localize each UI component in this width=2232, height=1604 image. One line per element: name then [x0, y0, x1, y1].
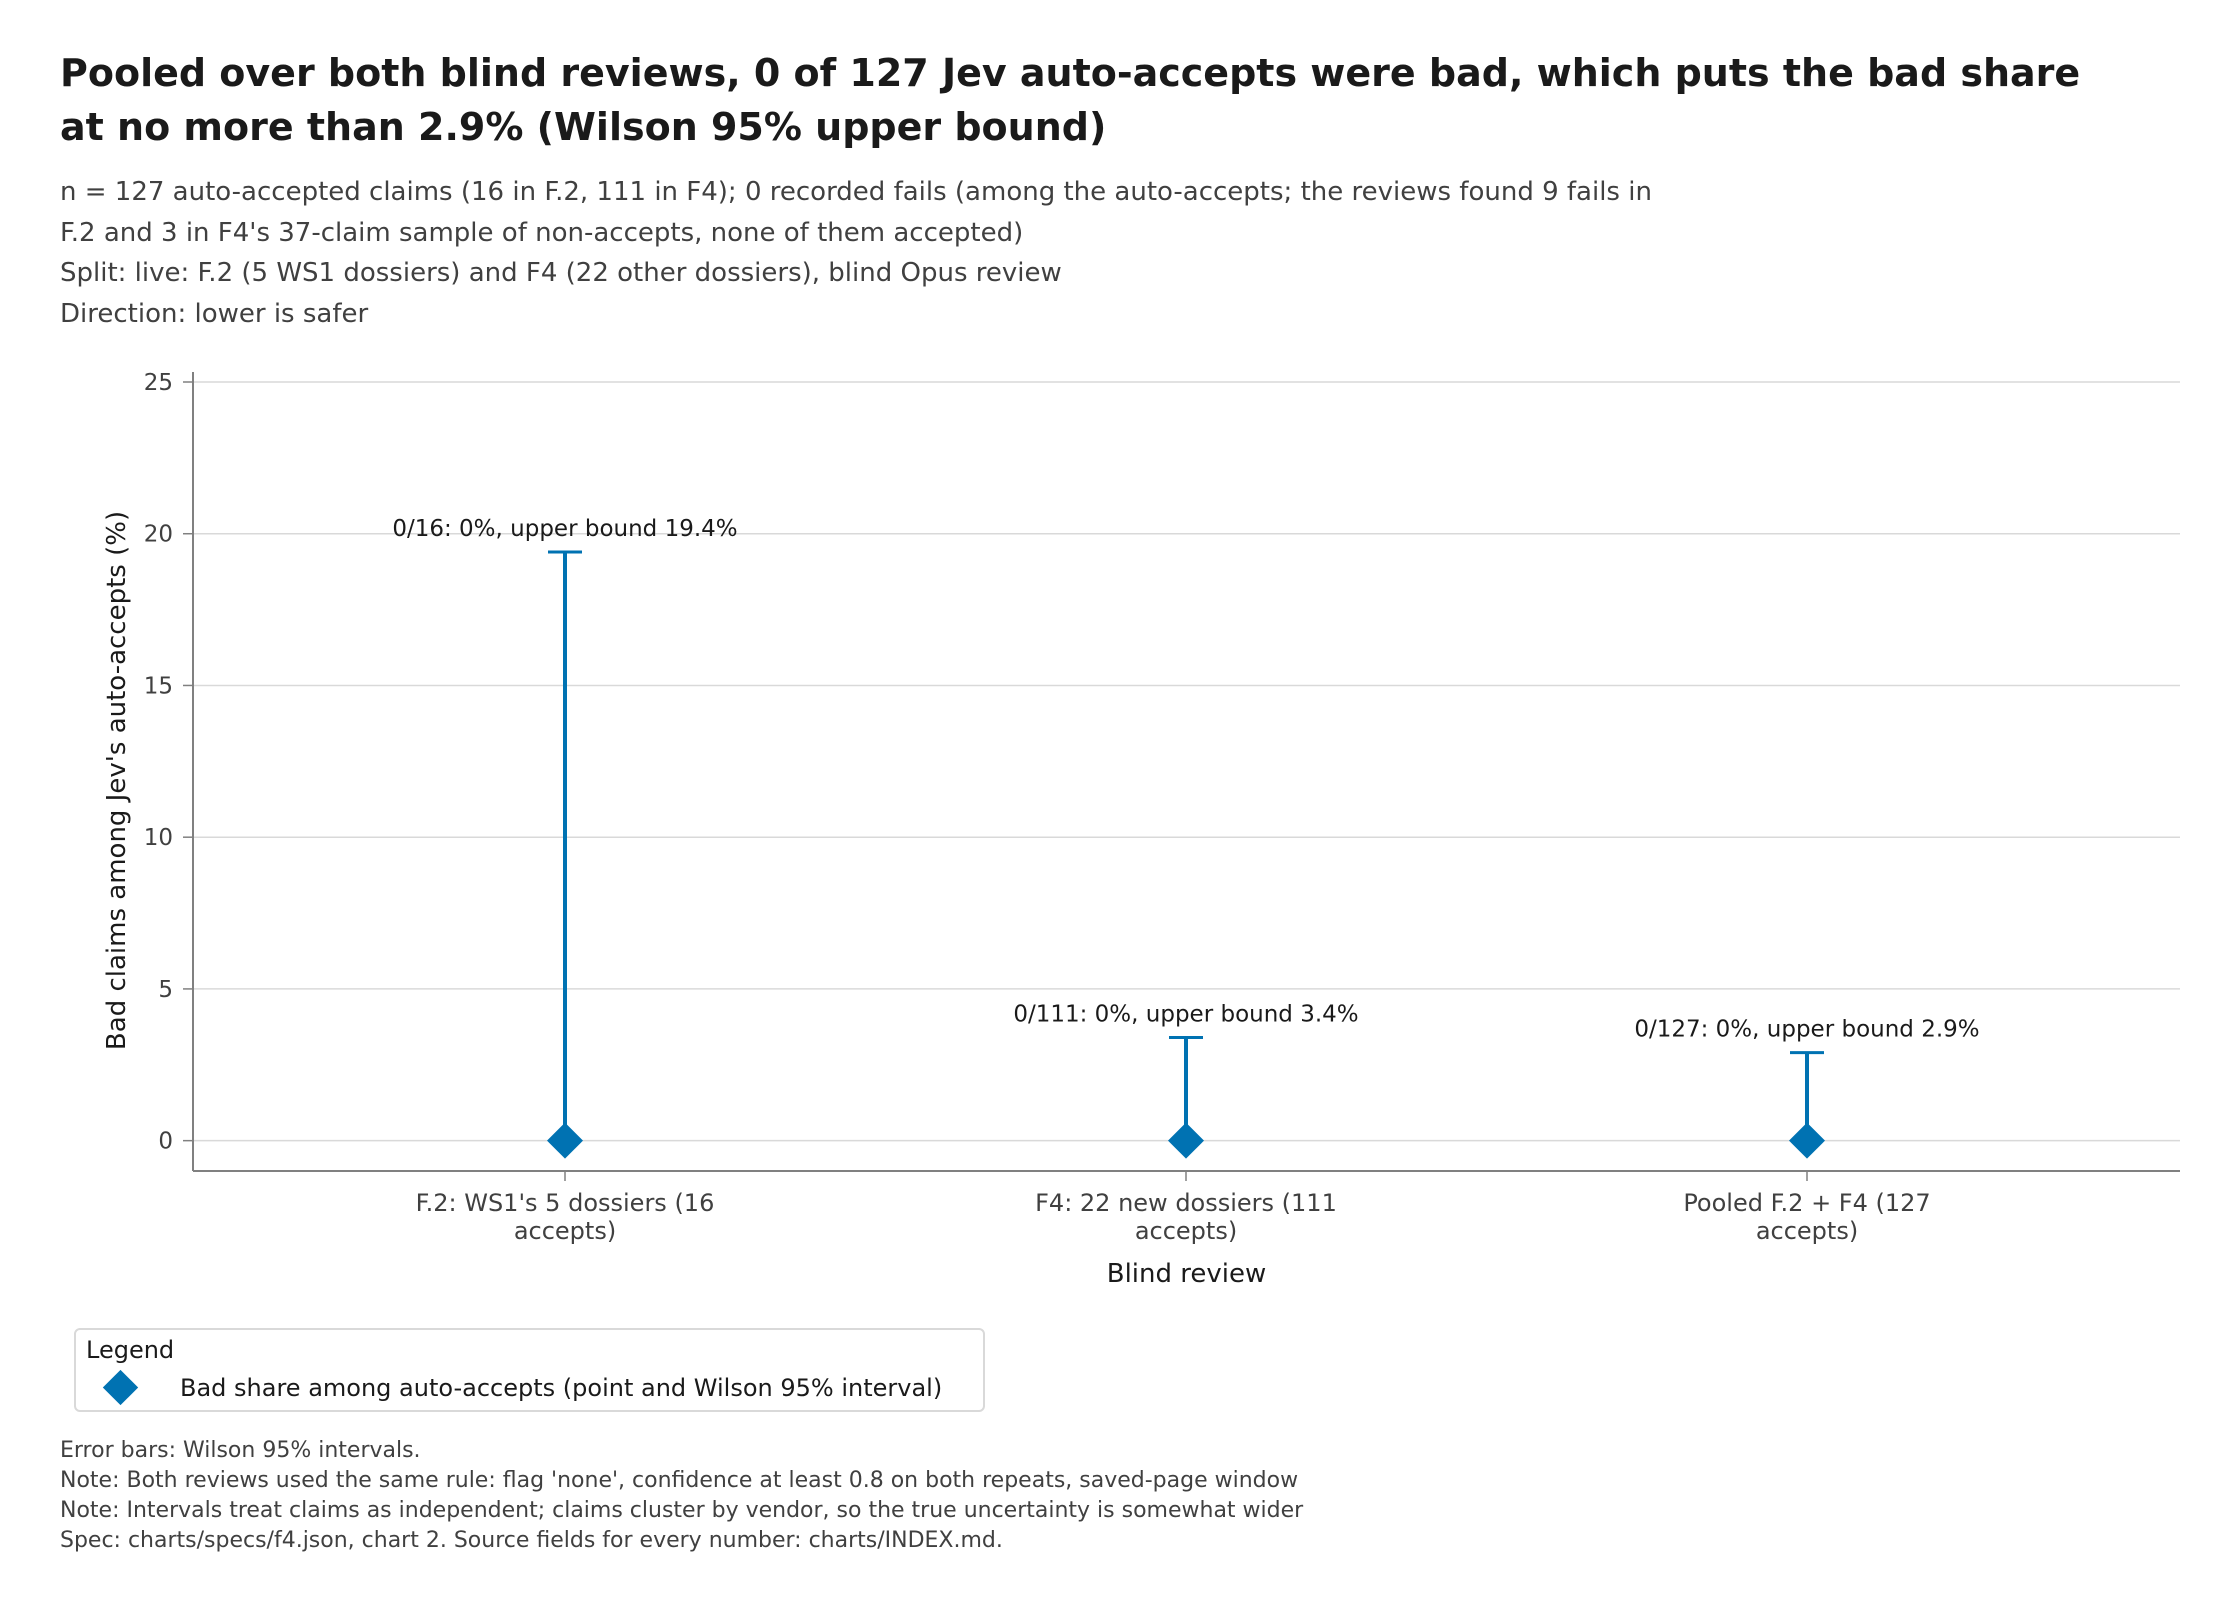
chart-subtitle: n = 127 auto-accepted claims (16 in F.2,… [60, 172, 2160, 334]
chart-title-line-2: at no more than 2.9% (Wilson 95% upper b… [60, 105, 1107, 149]
subtitle-line-4: Direction: lower is safer [60, 298, 369, 329]
subtitle-line-2: F.2 and 3 in F4's 37-claim sample of non… [60, 217, 1024, 248]
data-annotation: 0/111: 0%, upper bound 3.4% [1013, 1001, 1358, 1027]
y-tick-label: 25 [144, 370, 173, 396]
legend-title: Legend [86, 1336, 175, 1364]
legend-label: Bad share among auto-accepts (point and … [180, 1374, 943, 1402]
data-annotation: 0/127: 0%, upper bound 2.9% [1634, 1017, 1979, 1043]
y-tick-label: 10 [144, 825, 173, 851]
subtitle-line-1: n = 127 auto-accepted claims (16 in F.2,… [60, 177, 1652, 207]
y-axis-label: Bad claims among Jev's auto-accepts (%) [102, 511, 132, 1050]
footnote-line-2: Note: Both reviews used the same rule: f… [60, 1468, 1299, 1493]
x-tick-label: Pooled F.2 + F4 (127 [1683, 1189, 1930, 1217]
chart-title-line-1: Pooled over both blind reviews, 0 of 127… [60, 51, 2081, 95]
y-tick-label: 5 [158, 977, 173, 1003]
footnotes: Error bars: Wilson 95% intervals. Note: … [60, 1436, 1303, 1556]
x-tick-label: accepts) [1135, 1217, 1237, 1245]
x-tick-label: F.2: WS1's 5 dossiers (16 [416, 1189, 715, 1217]
footnote-line-1: Error bars: Wilson 95% intervals. [60, 1438, 421, 1463]
y-tick-label: 20 [144, 522, 173, 548]
x-tick-label: accepts) [514, 1217, 616, 1245]
footnote-line-3: Note: Intervals treat claims as independ… [60, 1498, 1304, 1523]
x-tick-label: F4: 22 new dossiers (111 [1035, 1189, 1337, 1217]
subtitle-line-3: Split: live: F.2 (5 WS1 dossiers) and F4… [60, 258, 1062, 288]
x-axis-label: Blind review [1107, 1259, 1267, 1289]
y-tick-label: 15 [144, 673, 173, 699]
data-annotation: 0/16: 0%, upper bound 19.4% [392, 516, 737, 542]
y-tick-label: 0 [158, 1129, 173, 1155]
data-point-diamond [547, 1122, 583, 1159]
footnote-line-4: Spec: charts/specs/f4.json, chart 2. Sou… [60, 1528, 1003, 1553]
data-point-diamond [1789, 1122, 1825, 1159]
x-tick-label: accepts) [1756, 1217, 1858, 1245]
legend: Legend Bad share among auto-accepts (poi… [74, 1328, 985, 1412]
chart-title: Pooled over both blind reviews, 0 of 127… [60, 46, 2160, 154]
data-point-diamond [1168, 1122, 1204, 1159]
diamond-marker-icon [102, 1369, 139, 1406]
